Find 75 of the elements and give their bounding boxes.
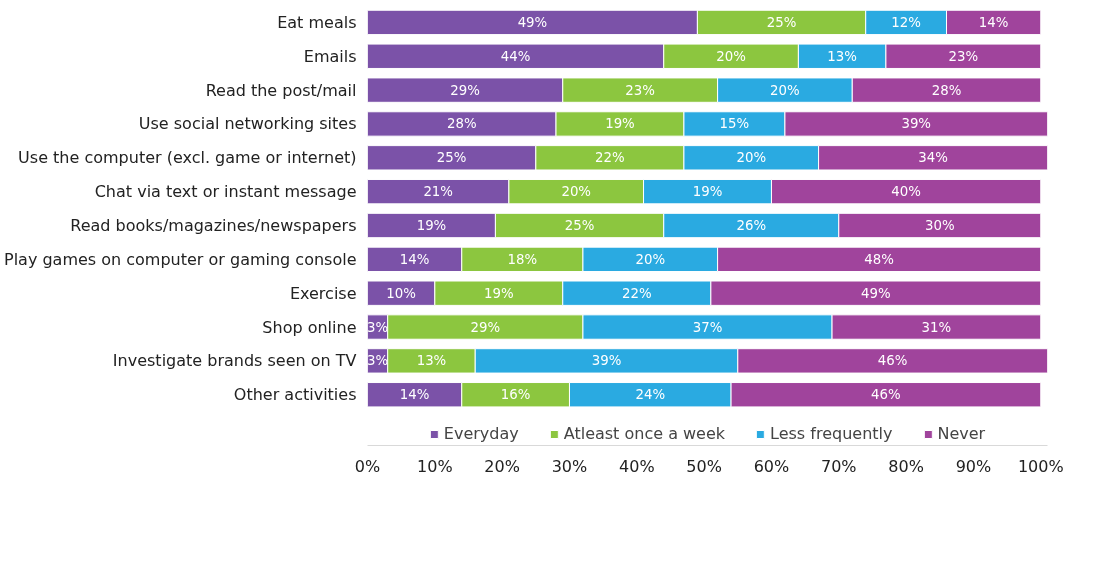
x-tick-label: 10% — [417, 456, 453, 476]
y-tick-label: Read the post/mail — [205, 80, 357, 100]
data-label: 13% — [827, 48, 857, 64]
y-tick-label: Investigate brands seen on TV — [112, 351, 357, 371]
x-tick-label: 80% — [888, 456, 924, 476]
data-label: 39% — [901, 116, 932, 132]
data-label: 25% — [766, 14, 797, 30]
data-label: 26% — [736, 218, 767, 233]
data-label: 40% — [891, 184, 921, 200]
x-tick-label: 50% — [686, 456, 722, 476]
data-label: 30% — [924, 218, 955, 233]
data-label: 22% — [621, 285, 652, 301]
data-label: 20% — [635, 251, 666, 267]
data-label: 18% — [507, 251, 538, 267]
y-tick-label: Read books/magazines/newspapers — [70, 216, 357, 235]
data-label: 23% — [625, 82, 655, 98]
data-label: 14% — [399, 251, 430, 267]
y-tick-label: Chat via text or instant message — [94, 182, 357, 202]
x-tick-label: 70% — [821, 456, 857, 476]
y-tick-label: Other activities — [233, 385, 357, 405]
legend-label: Less frequently — [770, 424, 893, 443]
data-label: 29% — [470, 319, 501, 335]
data-label: 13% — [416, 353, 447, 369]
data-label: 49% — [861, 285, 891, 301]
data-label: 12% — [891, 14, 921, 30]
data-label: 14% — [978, 14, 1009, 30]
y-tick-label: Emails — [303, 46, 357, 66]
data-label: 19% — [692, 184, 723, 200]
data-label: 14% — [399, 387, 430, 403]
data-label: 20% — [736, 150, 767, 166]
legend-label: Never — [937, 424, 986, 443]
data-label: 28% — [931, 82, 962, 98]
data-label: 3% — [367, 319, 389, 335]
data-label: 19% — [483, 285, 514, 301]
y-tick-label: Play games on computer or gaming console — [4, 249, 357, 269]
legend-label: Atleast once a week — [563, 424, 726, 443]
x-tick-label: 60% — [753, 456, 790, 476]
data-label: 19% — [605, 116, 635, 132]
data-label: 48% — [864, 251, 894, 267]
y-tick-label: Use the computer (excl. game or internet) — [18, 148, 357, 168]
data-label: 28% — [446, 116, 477, 132]
data-label: 10% — [386, 285, 416, 301]
legend-label: Everyday — [443, 424, 519, 443]
data-label: 20% — [770, 82, 800, 98]
data-label: 23% — [948, 48, 979, 64]
y-tick-label: Use social networking sites — [138, 114, 357, 134]
data-label: 24% — [635, 387, 666, 403]
data-label: 29% — [450, 82, 480, 98]
data-label: 49% — [517, 14, 548, 30]
data-label: 25% — [564, 218, 595, 233]
y-tick-label: Shop online — [262, 317, 357, 337]
data-label: 39% — [591, 353, 622, 369]
data-label: 31% — [921, 319, 952, 335]
x-tick-label: 0% — [354, 456, 381, 476]
y-tick-label: Exercise — [289, 283, 357, 303]
x-tick-label: 100% — [1017, 456, 1064, 476]
data-label: 15% — [719, 116, 750, 132]
x-tick-label: 20% — [484, 456, 520, 476]
data-label: 16% — [500, 387, 531, 403]
data-label: 20% — [716, 48, 746, 64]
data-label: 22% — [595, 150, 625, 166]
y-tick-label: Eat meals — [277, 12, 357, 32]
data-label: 44% — [500, 48, 531, 64]
data-label: 34% — [918, 150, 948, 166]
data-label: 46% — [871, 387, 901, 403]
x-tick-label: 30% — [551, 456, 588, 476]
data-label: 46% — [877, 353, 908, 369]
data-label: 21% — [423, 184, 454, 200]
data-label: 20% — [561, 184, 592, 200]
data-label: 19% — [416, 218, 447, 233]
data-label: 37% — [692, 319, 723, 335]
data-label: 3% — [367, 353, 389, 369]
data-label: 25% — [436, 150, 467, 166]
x-tick-label: 90% — [955, 456, 992, 476]
x-tick-label: 40% — [619, 456, 655, 476]
